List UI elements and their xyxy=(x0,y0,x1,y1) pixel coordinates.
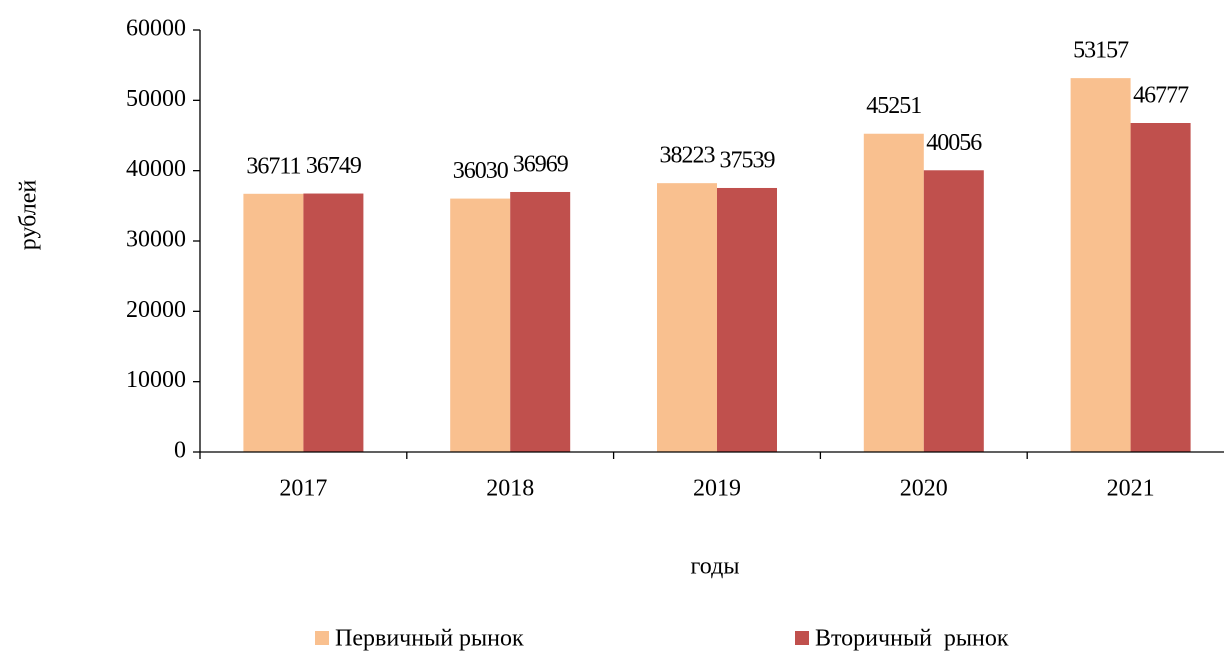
data-label: 36030 xyxy=(453,158,509,184)
data-label: 53157 xyxy=(1073,38,1129,64)
legend-label: Первичный рынок xyxy=(335,626,524,652)
bar xyxy=(510,191,571,453)
data-label: 38223 xyxy=(660,143,716,169)
legend-swatch xyxy=(795,631,809,645)
legend-label: Вторичный рынок xyxy=(815,626,1009,652)
bar xyxy=(450,198,511,452)
y-tick-label: 0 xyxy=(174,438,186,464)
bar xyxy=(657,183,717,452)
bar xyxy=(923,170,984,452)
y-tick-label: 40000 xyxy=(126,156,186,182)
bar xyxy=(1130,123,1191,452)
y-tick-label: 10000 xyxy=(126,367,186,393)
x-tick-label: 2020 xyxy=(900,476,948,502)
bar xyxy=(717,187,777,452)
bar xyxy=(863,133,924,453)
x-axis-title: годы xyxy=(691,554,740,580)
y-tick-label: 20000 xyxy=(126,297,186,323)
data-label: 37539 xyxy=(720,147,776,173)
y-tick-label: 60000 xyxy=(126,16,186,42)
y-axis-title: рублей xyxy=(16,180,42,251)
data-label: 46777 xyxy=(1133,83,1189,109)
bar xyxy=(243,193,304,452)
data-label: 36711 xyxy=(246,153,300,179)
bar xyxy=(1070,78,1131,453)
y-tick-label: 30000 xyxy=(126,227,186,253)
x-tick-label: 2019 xyxy=(693,476,741,502)
x-tick-label: 2017 xyxy=(279,476,327,502)
x-tick-label: 2018 xyxy=(486,476,534,502)
data-label: 36749 xyxy=(306,153,362,179)
y-tick-label: 50000 xyxy=(126,86,186,112)
data-label: 36969 xyxy=(513,151,569,177)
x-tick-label: 2021 xyxy=(1107,476,1155,502)
data-label: 40056 xyxy=(926,130,982,156)
data-label: 45251 xyxy=(866,93,921,119)
bar xyxy=(303,193,364,452)
legend-swatch xyxy=(315,631,329,645)
